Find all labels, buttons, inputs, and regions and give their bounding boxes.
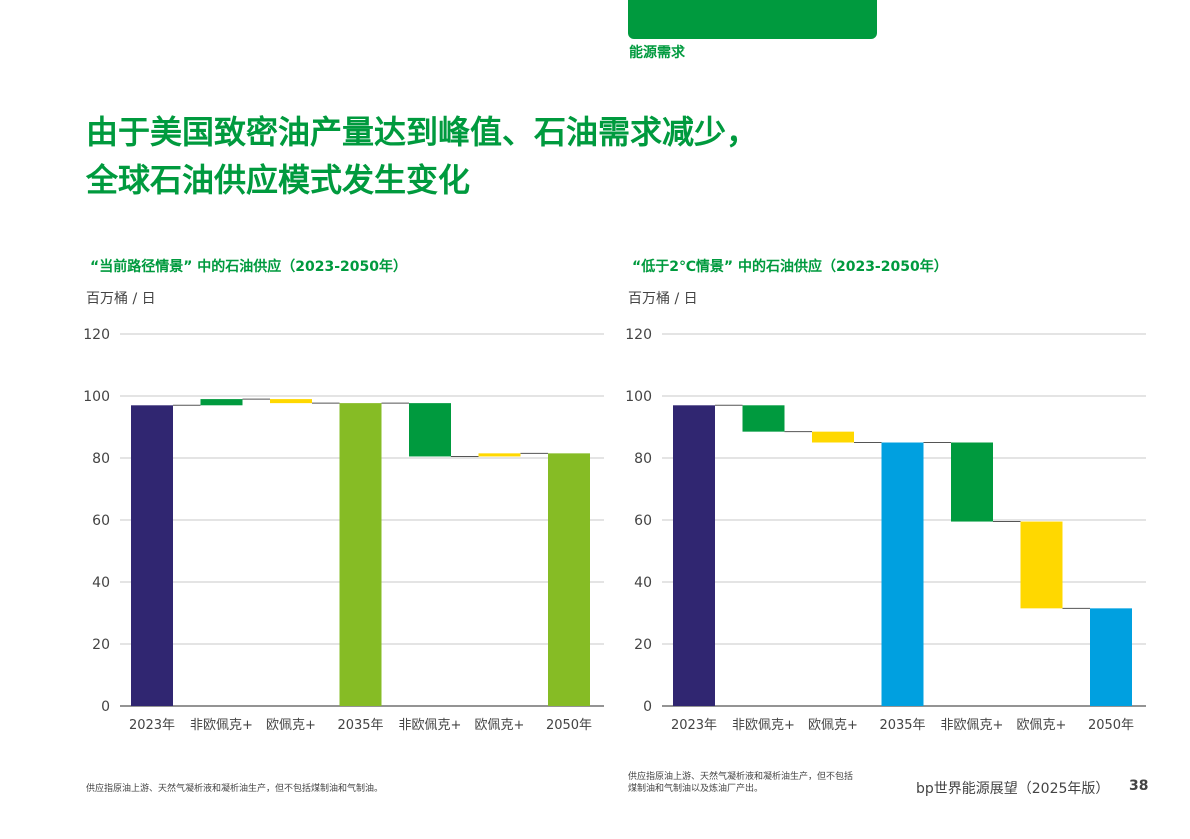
y-tick-label: 40 [92,575,110,591]
change-bar [742,405,785,432]
publication-name: bp世界能源展望（2025年版） [916,781,1110,797]
x-category-label: 非欧佩克+ [941,718,1004,733]
y-tick-label: 0 [101,699,110,715]
left-chart-title: “当前路径情景” 中的石油供应（2023-2050年） [90,259,408,275]
y-tick-label: 0 [643,699,652,715]
x-category-label: 非欧佩克+ [399,718,462,733]
right-chart-unit: 百万桶 / 日 [628,291,698,307]
y-tick-label: 20 [92,637,110,653]
y-tick-label: 100 [83,389,110,405]
total-bar [548,453,590,706]
y-tick-label: 120 [625,327,652,343]
left-chart-unit: 百万桶 / 日 [86,291,156,307]
y-tick-label: 60 [634,513,652,529]
total-bar [339,403,382,706]
x-category-label: 非欧佩克+ [190,718,253,733]
change-bar [200,399,243,406]
section-label: 能源需求 [629,45,685,61]
x-category-label: 2050年 [546,718,592,733]
y-tick-label: 120 [83,327,110,343]
change-bar [812,431,854,443]
y-tick-label: 80 [92,451,110,467]
y-tick-label: 40 [634,575,652,591]
total-bar [881,442,924,706]
total-bar [131,405,173,706]
left-footnote: 供应指原油上游、天然气凝析液和凝析油生产，但不包括煤制油和气制油。 [86,784,384,794]
change-bar [270,399,312,404]
total-bar [1090,608,1132,706]
y-tick-label: 100 [625,389,652,405]
total-bar [673,405,715,706]
change-bar [478,453,521,457]
page-title: 由于美国致密油产量达到峰值、石油需求减少， 全球石油供应模式发生变化 [86,108,986,204]
right-chart-title: “低于2℃情景” 中的石油供应（2023-2050年） [632,259,948,275]
y-tick-label: 20 [634,637,652,653]
right-footnote: 供应指原油上游、天然气凝析液和凝析油生产，但不包括煤制油和气制油以及炼油厂产出。 [628,772,854,794]
change-bar [1020,521,1063,609]
page-title-line-2: 全球石油供应模式发生变化 [86,161,471,199]
x-category-label: 2035年 [337,718,383,733]
y-tick-label: 60 [92,513,110,529]
y-tick-label: 80 [634,451,652,467]
page-number: 38 [1129,778,1149,794]
x-category-label: 2023年 [129,718,175,733]
x-category-label: 欧佩克+ [1017,718,1067,733]
x-category-label: 2035年 [879,718,925,733]
page-title-line-1: 由于美国致密油产量达到峰值、石油需求减少， [86,113,759,151]
change-bar [951,442,993,522]
change-bar [409,403,451,457]
x-category-label: 2023年 [671,718,717,733]
x-category-label: 2050年 [1088,718,1134,733]
x-category-label: 欧佩克+ [475,718,525,733]
section-tab [628,0,877,39]
x-category-label: 非欧佩克+ [732,718,795,733]
x-category-label: 欧佩克+ [266,718,316,733]
x-category-label: 欧佩克+ [808,718,858,733]
